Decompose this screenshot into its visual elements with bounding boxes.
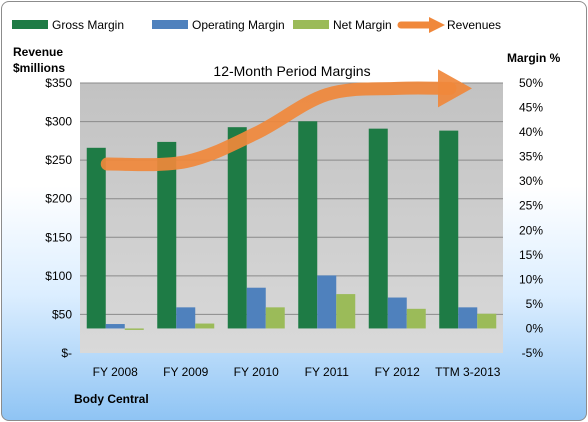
left-axis-title-line2: $millions xyxy=(13,61,65,75)
legend-arrowhead xyxy=(429,17,445,33)
gridlines xyxy=(80,82,503,315)
operating-margin-bar xyxy=(246,287,266,329)
net-margin-bar xyxy=(336,294,356,329)
x-axis-ticks: FY 2008 FY 2009 FY 2010 FY 2011 FY 2012 TTM 3… xyxy=(93,365,501,379)
net-margin-bar xyxy=(477,313,497,329)
right-axis-ticks: -5% 0% 5% 10% 15% 20% 25% 30% 35% 40% 45% 50% xyxy=(519,76,543,360)
legend-label: Revenues xyxy=(447,18,501,32)
operating-margin-bar xyxy=(387,297,407,329)
right-tick-label: 50% xyxy=(519,76,543,90)
bars xyxy=(86,121,497,330)
legend-swatch xyxy=(12,20,48,29)
left-axis-ticks: $- $50 $100 $150 $200 $250 $300 $350 xyxy=(45,76,72,360)
chart-title: 12-Month Period Margins xyxy=(213,63,370,79)
operating-margin-bar xyxy=(105,324,125,329)
net-margin-bar xyxy=(124,328,144,330)
operating-margin-bar xyxy=(176,307,196,329)
operating-margin-bar xyxy=(458,307,478,329)
revenue-arrow xyxy=(100,69,472,172)
legend-swatch xyxy=(293,20,329,29)
left-tick-label: $200 xyxy=(45,192,72,206)
left-tick-label: $- xyxy=(61,346,72,360)
left-tick-label: $50 xyxy=(52,307,72,321)
right-tick-label: 35% xyxy=(519,150,543,164)
gross-margin-bar xyxy=(298,121,318,329)
legend-label: Operating Margin xyxy=(192,18,285,32)
right-tick-label: 15% xyxy=(519,248,543,262)
left-tick-label: $150 xyxy=(45,230,72,244)
gross-margin-bar xyxy=(368,128,388,329)
right-tick-label: 20% xyxy=(519,223,543,237)
right-tick-label: 0% xyxy=(526,321,544,335)
left-axis-title-line1: Revenue xyxy=(13,45,63,59)
right-tick-label: 40% xyxy=(519,125,543,139)
x-tick-label: FY 2009 xyxy=(163,365,208,379)
x-tick-label: FY 2011 xyxy=(305,365,350,379)
right-tick-label: 10% xyxy=(519,272,543,286)
company-label: Body Central xyxy=(74,392,149,406)
revenue-arrowhead xyxy=(438,69,472,108)
right-axis-title: Margin % xyxy=(507,51,561,65)
operating-margin-bar xyxy=(317,275,337,329)
gross-margin-bar xyxy=(227,127,247,329)
revenue-line xyxy=(100,81,457,172)
net-margin-bar xyxy=(406,308,426,329)
right-tick-label: -5% xyxy=(522,346,544,360)
left-tick-label: $100 xyxy=(45,269,72,283)
legend: Gross Margin Operating Margin Net Margin Re… xyxy=(12,17,501,33)
left-tick-label: $250 xyxy=(45,153,72,167)
gross-margin-bar xyxy=(86,147,106,329)
left-tick-label: $300 xyxy=(45,115,72,129)
plot-area xyxy=(80,83,503,353)
left-tick-label: $350 xyxy=(45,76,72,90)
gross-margin-bar xyxy=(157,141,177,329)
right-tick-label: 45% xyxy=(519,101,543,115)
legend-label: Net Margin xyxy=(333,18,392,32)
gross-margin-bar xyxy=(439,130,459,329)
x-tick-label: FY 2010 xyxy=(234,365,279,379)
net-margin-bar xyxy=(265,307,285,329)
right-tick-label: 5% xyxy=(526,297,544,311)
x-tick-label: FY 2012 xyxy=(375,365,420,379)
x-tick-label: TTM 3-2013 xyxy=(435,365,501,379)
legend-swatch xyxy=(152,20,188,29)
net-margin-bar xyxy=(195,323,215,329)
right-tick-label: 25% xyxy=(519,199,543,213)
x-tick-label: FY 2008 xyxy=(93,365,138,379)
legend-label: Gross Margin xyxy=(52,18,124,32)
right-tick-label: 30% xyxy=(519,174,543,188)
